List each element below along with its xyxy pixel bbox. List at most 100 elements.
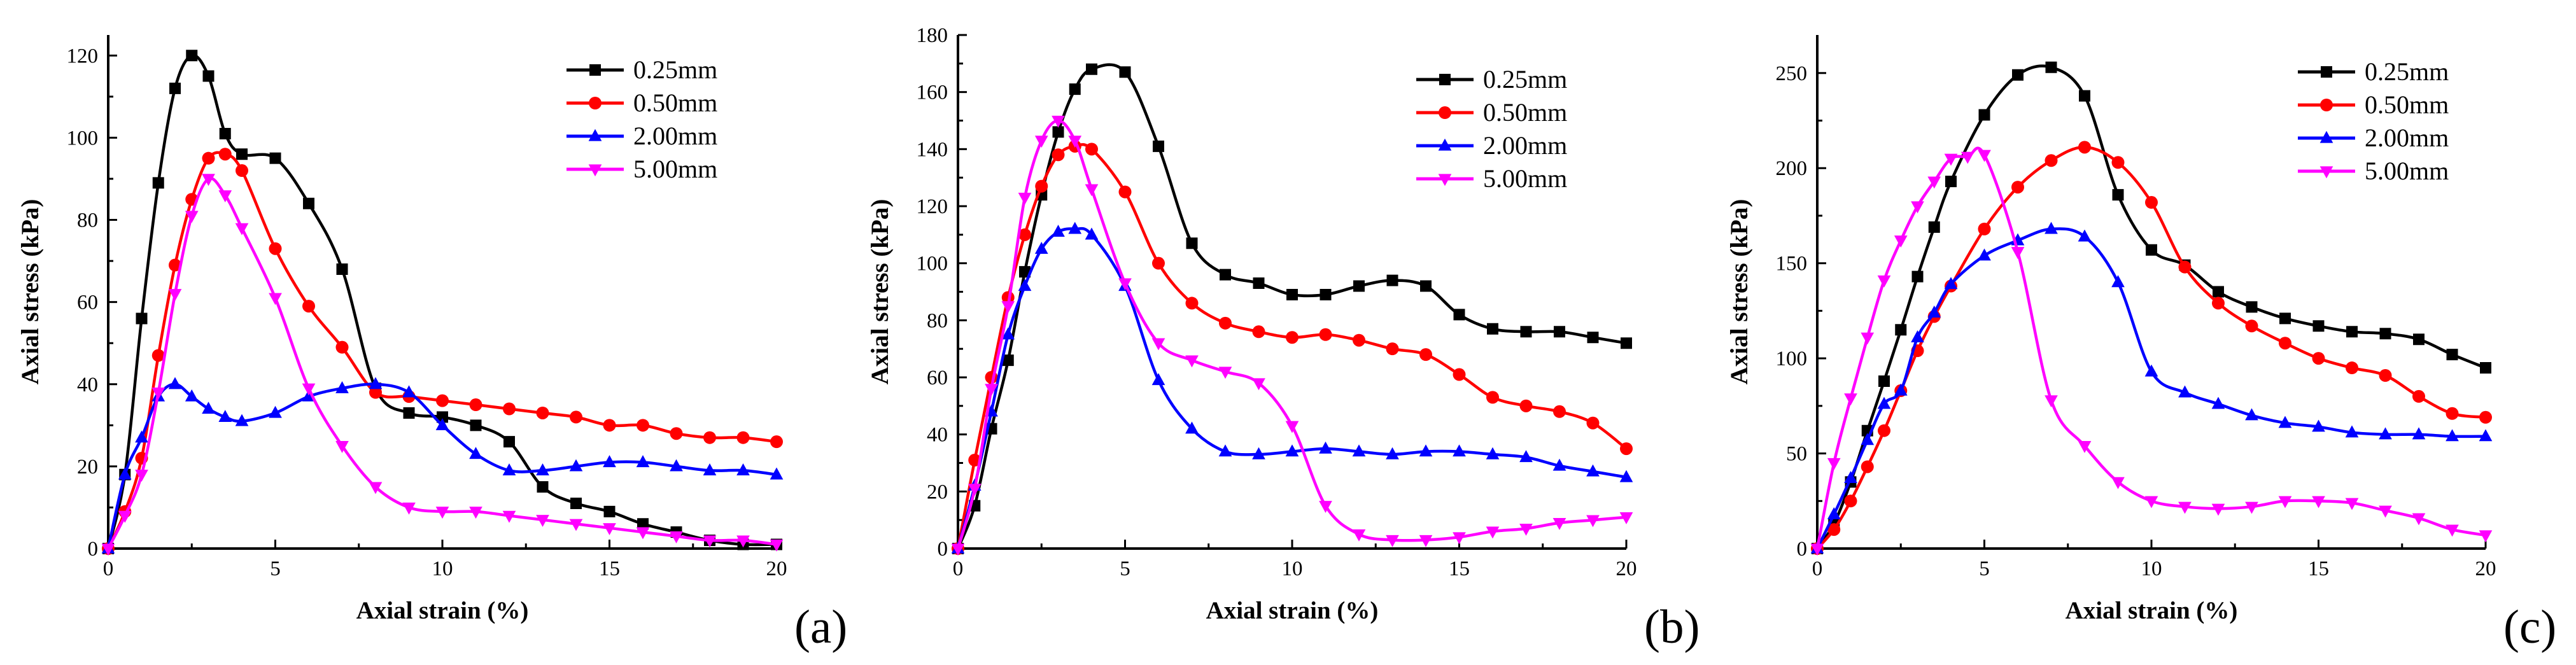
legend-marker (589, 64, 601, 76)
data-point (2446, 407, 2459, 420)
data-point (269, 405, 282, 418)
data-point (169, 82, 181, 94)
data-point (1911, 330, 1924, 342)
data-point (1118, 278, 1132, 291)
data-point (2213, 286, 2224, 298)
data-point (1827, 523, 1841, 536)
data-point (2312, 352, 2325, 365)
data-point (1419, 348, 1432, 361)
data-point (1827, 507, 1841, 519)
data-point (118, 467, 132, 480)
data-point (1034, 136, 1048, 148)
series-line (1815, 146, 2488, 550)
data-point (101, 543, 115, 556)
y-tick-label: 120 (67, 45, 99, 67)
panel-label: (b) (1644, 601, 1700, 654)
data-point (2379, 427, 2392, 440)
data-point (2211, 396, 2225, 409)
data-point (968, 484, 982, 496)
data-point (2412, 427, 2426, 440)
x-axis-title: Axial strain (%) (2066, 597, 2238, 624)
y-tick-label: 150 (1776, 253, 1808, 276)
data-point (2312, 419, 2325, 432)
y-axis-title: Axial stress (kPa) (866, 199, 894, 385)
data-point (2446, 429, 2459, 442)
data-point (302, 300, 315, 313)
data-point (235, 223, 249, 235)
data-point (1620, 442, 1633, 456)
data-point (770, 539, 784, 552)
panel-label: (c) (2503, 601, 2556, 654)
data-point (1034, 242, 1048, 254)
data-point (1844, 494, 1857, 508)
data-point (2246, 301, 2258, 313)
data-point (236, 148, 248, 160)
chart-panel: 0 5 10 15 20 0 20 40 60 80 100 120 140 160 180 Axial st… (866, 24, 1700, 654)
data-point (435, 418, 449, 430)
data-point (151, 388, 165, 400)
data-point (1519, 399, 1533, 412)
data-point (369, 386, 382, 399)
data-point (536, 406, 549, 419)
legend-marker (1438, 174, 1452, 186)
y-tick-label: 250 (1776, 62, 1808, 85)
legend-marker (1439, 106, 1451, 119)
data-point (1554, 326, 1565, 338)
data-point (570, 497, 582, 509)
data-point (169, 258, 181, 272)
data-point (1218, 444, 1232, 457)
data-point (185, 389, 199, 402)
series-2.00mm (1810, 221, 2493, 554)
data-point (1085, 184, 1099, 197)
data-point (2145, 196, 2158, 209)
y-tick-label: 180 (917, 24, 948, 47)
data-point (2045, 395, 2058, 408)
data-point (369, 482, 383, 494)
data-point (1320, 288, 1332, 300)
x-tick-label: 15 (599, 557, 620, 580)
data-point (1185, 421, 1199, 434)
series-5.00mm (951, 115, 1633, 556)
data-point (1386, 535, 1399, 547)
y-tick-label: 20 (927, 480, 948, 503)
data-point (1085, 227, 1099, 240)
x-tick-label: 5 (1120, 557, 1130, 580)
data-point (1944, 277, 1958, 290)
data-point (1069, 83, 1081, 95)
data-point (1553, 405, 1566, 418)
data-point (218, 410, 232, 423)
data-point (2178, 260, 2192, 274)
data-point (2178, 385, 2192, 398)
data-point (569, 459, 583, 472)
legend-marker (588, 129, 602, 141)
data-point (1252, 447, 1265, 459)
data-point (2379, 369, 2392, 382)
data-point (236, 164, 248, 178)
data-point (369, 377, 383, 389)
y-tick-label: 160 (917, 81, 948, 104)
data-point (218, 190, 232, 203)
legend-marker (2321, 66, 2332, 78)
data-point (603, 455, 616, 468)
data-point (2111, 156, 2125, 169)
data-point (1586, 515, 1600, 528)
legend-label: 5.00mm (1483, 164, 1567, 193)
data-point (1086, 63, 1097, 75)
data-point (2278, 496, 2292, 508)
data-point (1386, 274, 1398, 286)
data-point (503, 436, 515, 448)
data-point (1911, 201, 1924, 214)
x-tick-label: 10 (2141, 557, 2162, 580)
data-point (1419, 535, 1433, 547)
y-tick-label: 40 (77, 374, 98, 396)
data-point (437, 411, 448, 423)
data-point (302, 383, 316, 396)
series-5.00mm (101, 174, 784, 556)
data-point (636, 455, 650, 468)
data-point (2012, 69, 2023, 81)
legend-marker (589, 97, 602, 109)
data-point (1877, 275, 1891, 288)
y-tick-label: 0 (1797, 538, 1808, 561)
data-point (1286, 331, 1299, 344)
y-tick-label: 80 (927, 309, 948, 332)
